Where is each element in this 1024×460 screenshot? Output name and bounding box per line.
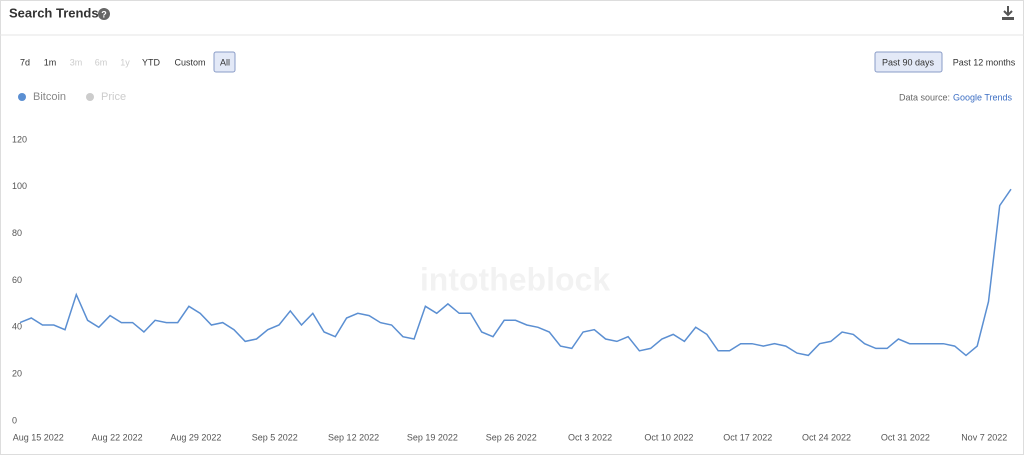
help-icon[interactable]: [98, 8, 110, 20]
watermark: intotheblock: [420, 261, 610, 297]
x-tick-label: Sep 12 2022: [328, 432, 379, 442]
legend-swatch: [18, 93, 26, 101]
legend-label[interactable]: Price: [101, 91, 126, 103]
range-button[interactable]: Custom: [174, 57, 205, 67]
active-button-bg: [213, 51, 236, 73]
y-tick-label: 40: [12, 322, 22, 332]
y-tick-label: 20: [12, 369, 22, 379]
source-link[interactable]: Google Trends: [953, 92, 1013, 102]
x-tick-label: Sep 5 2022: [252, 432, 298, 442]
range-button[interactable]: All: [220, 57, 230, 67]
range-button[interactable]: YTD: [142, 57, 161, 67]
widget-title: Search Trends: [9, 5, 99, 20]
y-tick-label: 0: [12, 415, 17, 425]
x-tick-label: Oct 10 2022: [644, 432, 693, 442]
y-tick-label: 100: [12, 181, 27, 191]
x-tick-label: Oct 31 2022: [881, 432, 930, 442]
active-button-bg: [874, 51, 943, 73]
x-tick-label: Oct 3 2022: [568, 432, 612, 442]
data-line: [19, 188, 1012, 357]
period-button[interactable]: Past 12 months: [953, 57, 1016, 67]
range-button[interactable]: 1m: [44, 57, 57, 67]
x-tick-label: Sep 19 2022: [407, 432, 458, 442]
legend-label[interactable]: Bitcoin: [33, 91, 66, 103]
range-button[interactable]: 3m: [70, 57, 83, 67]
y-tick-label: 80: [12, 228, 22, 238]
y-tick-label: 60: [12, 275, 22, 285]
help-icon-glyph: ?: [101, 9, 107, 19]
range-button[interactable]: 6m: [95, 57, 108, 67]
legend-swatch: [86, 93, 94, 101]
x-tick-label: Sep 26 2022: [486, 432, 537, 442]
x-tick-label: Nov 7 2022: [961, 432, 1007, 442]
x-tick-label: Aug 29 2022: [170, 432, 221, 442]
y-tick-label: 120: [12, 134, 27, 144]
range-button[interactable]: 1y: [120, 57, 130, 67]
download-icon[interactable]: [1002, 6, 1014, 20]
x-tick-label: Aug 15 2022: [13, 432, 64, 442]
x-tick-label: Oct 24 2022: [802, 432, 851, 442]
range-button[interactable]: 7d: [20, 57, 30, 67]
source-label: Data source:: [899, 92, 950, 102]
period-button[interactable]: Past 90 days: [882, 57, 935, 67]
x-tick-label: Oct 17 2022: [723, 432, 772, 442]
x-tick-label: Aug 22 2022: [92, 432, 143, 442]
